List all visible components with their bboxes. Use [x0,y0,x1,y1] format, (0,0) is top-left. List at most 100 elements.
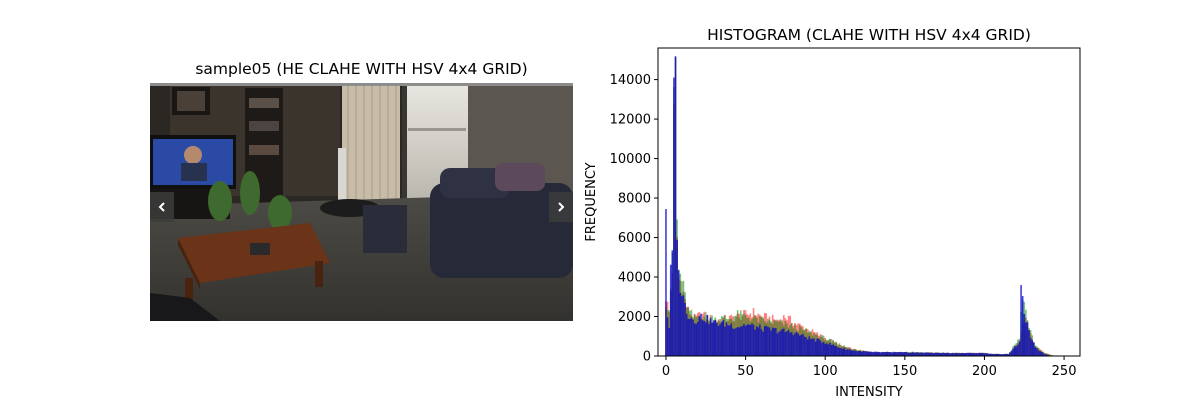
histogram-bar [747,324,750,356]
histogram-bar [892,352,895,356]
chart-axes [657,47,1081,357]
x-tick-label: 0 [662,364,670,379]
x-tick-label: 50 [737,364,754,379]
histogram-bar [1015,346,1018,356]
x-tick-label: 200 [972,364,997,379]
histogram-bar [843,347,846,356]
x-tick-label: 150 [892,364,917,379]
histogram-bar [927,352,930,356]
histogram-bar [876,351,879,356]
histogram-bar [848,349,850,356]
histogram-bar [708,324,710,356]
histogram-bar [740,326,742,356]
next-image-button[interactable] [549,192,573,222]
histogram-bar [693,323,696,356]
histogram-bar [1034,347,1037,356]
histogram-bar [666,317,669,356]
histogram-bar [997,353,1000,356]
histogram-bar [682,295,685,356]
histogram-bar [668,327,670,356]
histogram-bar [886,351,889,356]
histogram-bar [1025,322,1027,356]
histogram-bar [751,323,753,356]
histogram-bar [1001,354,1003,356]
histogram-bar [950,353,952,356]
histogram-bar [948,353,951,356]
histogram-bar [794,333,796,356]
prev-image-button[interactable] [150,192,174,222]
histogram-bar [1020,285,1022,356]
histogram-bar [695,323,698,356]
histogram-bar [975,353,978,356]
histogram-bar [755,326,758,356]
histogram-bar [746,324,748,356]
histogram-bar [709,318,712,356]
image-title: sample05 (HE CLAHE WITH HSV 4x4 GRID) [195,60,528,78]
histogram-bar [776,333,779,356]
histogram-bar [983,353,986,356]
histogram-bar [1033,342,1035,356]
histogram-bar [768,327,771,356]
histogram-bar [798,335,801,356]
histogram-bar [910,352,912,356]
histogram-bar [932,353,935,356]
histogram-bar [961,352,963,356]
histogram-bar [870,351,873,356]
histogram-bar [1009,352,1011,356]
histogram-bar [1005,353,1008,356]
histogram-bar [905,352,908,356]
histogram-bar [899,352,901,356]
histogram-bar [684,302,686,356]
histogram-bar [760,329,763,356]
histogram-bar [897,352,900,356]
histogram-bar [1028,329,1030,356]
histogram-bar [1002,354,1005,356]
histogram-bar [878,352,881,356]
histogram-bar [689,318,691,356]
y-ticks: 0 2000 4000 6000 8000 10000 12000 14000 [610,73,658,365]
histogram-bar [749,324,752,356]
histogram-bar [687,319,690,356]
histogram-bar [921,352,924,356]
histogram-bar [703,321,705,356]
histogram-bar [832,344,834,356]
histogram-bar [775,328,777,356]
histogram-bar [993,354,995,356]
histogram-bar [784,331,787,356]
histogram-bar [714,319,717,356]
histogram-bar [959,353,962,356]
histogram-bar [752,324,755,356]
histogram-bar [1044,354,1046,356]
histogram-bar [685,313,688,356]
histogram-bar [676,239,678,356]
histogram-bar [970,352,973,356]
histogram-bar [826,343,828,356]
histogram-bar [923,352,925,356]
histogram-bar [808,336,811,356]
x-tick-label: 250 [1052,364,1077,379]
histogram-bar [1010,350,1013,356]
histogram-bar [720,321,723,356]
histogram-bar [962,353,965,356]
histogram-bar [940,353,943,356]
histogram-bar [738,327,741,356]
histogram-bar [841,348,844,356]
histogram-bar [765,325,768,356]
histogram-bar [854,350,857,356]
histogram-bar [894,352,897,356]
histogram-bar [1050,354,1053,356]
histogram-bar [778,331,780,356]
histogram-bar [853,350,855,356]
histogram-bar [1026,321,1029,356]
histogram-bar [1007,354,1010,356]
histogram-bar [727,325,729,356]
y-tick-label: 0 [643,350,651,365]
y-tick-label: 4000 [618,271,651,286]
histogram-bar [864,351,866,356]
histogram-bar [728,325,731,356]
histogram-bar [700,313,702,356]
histogram-bar [673,77,675,356]
histogram-bar [724,326,726,356]
histogram-bar [712,320,715,356]
histogram-bar [789,332,791,356]
